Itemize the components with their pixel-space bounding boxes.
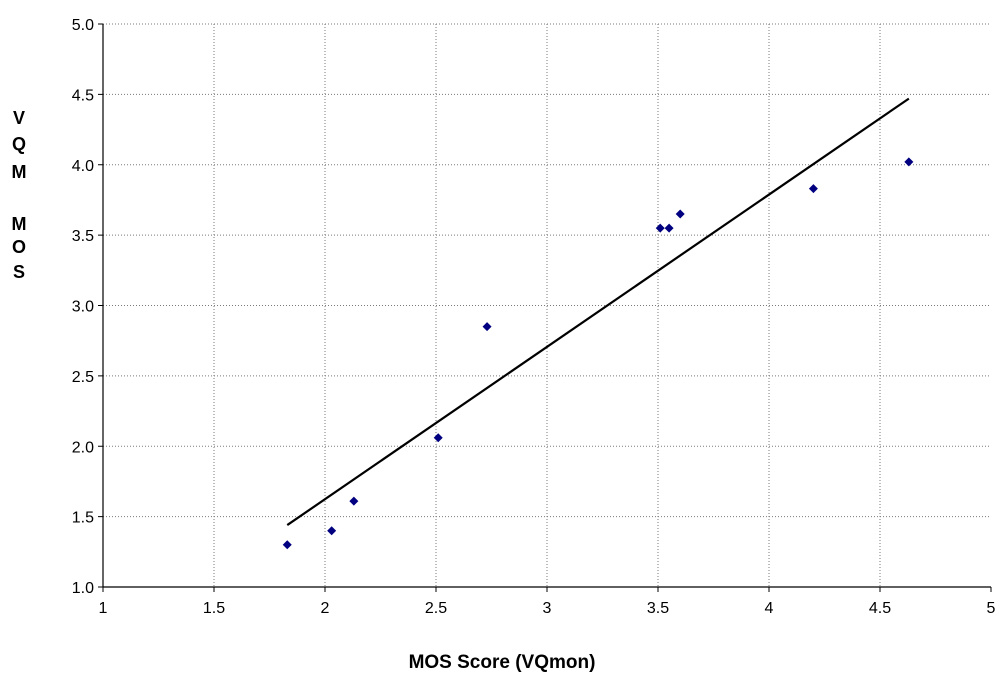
x-tick-label: 1.5 (203, 600, 225, 617)
data-point (327, 526, 337, 536)
x-tick-label: 2.5 (425, 600, 447, 617)
axes (98, 23, 992, 592)
y-tick-label: 2.0 (72, 439, 94, 456)
y-tick-label: 5.0 (72, 17, 94, 34)
trendline-group (286, 97, 910, 526)
x-tick-label: 5 (987, 600, 995, 617)
y-axis-title-char: V (13, 108, 25, 128)
data-point (433, 433, 443, 443)
y-axis-title-char: M (12, 214, 27, 234)
x-axis-title: MOS Score (VQmon) (409, 652, 596, 673)
y-tick-labels: 1.0 1.5 2.0 2.5 3.0 3.5 4.0 4.5 5.0 (72, 17, 94, 597)
y-tick-label: 1.0 (72, 580, 94, 597)
y-tick-label: 3.5 (72, 228, 94, 245)
x-tick-label: 4 (765, 600, 774, 617)
data-point (664, 223, 674, 233)
data-points (282, 157, 914, 550)
x-tick-label: 1 (99, 600, 108, 617)
data-point (282, 540, 292, 550)
x-tick-labels: 1 1.5 2 2.5 3 3.5 4 4.5 5 (99, 600, 995, 617)
y-axis-title-char: Q (12, 134, 26, 154)
data-point (349, 496, 359, 506)
y-tick-label: 4.0 (72, 158, 94, 175)
y-axis-title-char: M (12, 162, 27, 182)
horizontal-gridlines (103, 23, 991, 518)
y-axis-title-char: O (12, 237, 26, 257)
y-tick-label: 3.0 (72, 299, 94, 316)
trendline (286, 97, 910, 526)
y-tick-label: 2.5 (72, 369, 94, 386)
y-axis-title-char: S (13, 262, 25, 282)
data-point (482, 322, 492, 332)
y-tick-label: 1.5 (72, 510, 94, 527)
x-tick-label: 4.5 (869, 600, 891, 617)
y-tick-label: 4.5 (72, 87, 94, 104)
x-tick-label: 2 (321, 600, 330, 617)
data-point (655, 223, 665, 233)
data-point (808, 184, 818, 194)
x-tick-label: 3.5 (647, 600, 669, 617)
data-point (675, 209, 685, 219)
x-tick-label: 3 (543, 600, 552, 617)
data-point (904, 157, 914, 167)
